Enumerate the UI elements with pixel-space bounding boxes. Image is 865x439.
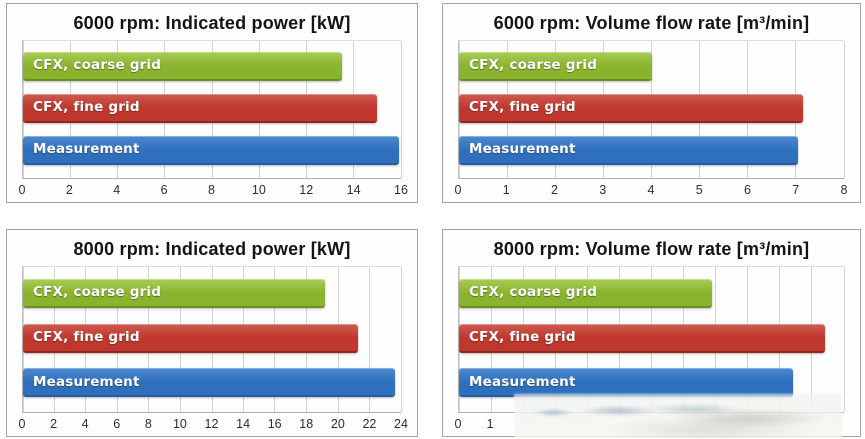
x-axis-tick-label: 4 — [81, 417, 89, 431]
plot-wrap: CFX, coarse grid CFX, fine grid Measuremen… — [18, 40, 408, 200]
bars-group: CFX, coarse grid CFX, fine grid Measuremen… — [23, 41, 401, 178]
x-axis-tick-label: 4 — [647, 183, 655, 197]
bar-coarse: CFX, coarse grid — [459, 51, 652, 81]
x-axis-tick-label: 8 — [840, 183, 848, 197]
x-axis-tick-label: 8 — [144, 417, 152, 431]
bar-fine: CFX, fine grid — [23, 93, 378, 123]
bar-label: Measurement — [469, 141, 576, 157]
x-axis-tick-label: 2 — [50, 417, 58, 431]
x-axis-tick-label: 1 — [486, 417, 494, 431]
plot-area: CFX, coarse grid CFX, fine grid Measuremen… — [458, 266, 845, 413]
chart-panel-indicated-power-8000: 8000 rpm: Indicated power [kW] CFX, coar… — [6, 229, 418, 437]
x-axis-tick-label: 24 — [394, 417, 408, 431]
x-axis-tick-label: 8 — [208, 183, 215, 197]
bar-row: CFX, coarse grid — [459, 271, 844, 316]
bar-row: CFX, coarse grid — [23, 271, 401, 316]
plot-wrap: CFX, coarse grid CFX, fine grid Measuremen… — [454, 266, 845, 438]
gridline — [400, 41, 402, 178]
x-axis-tick-label: 7 — [792, 183, 800, 197]
bar-label: CFX, fine grid — [33, 99, 140, 115]
plot-area: CFX, coarse grid CFX, fine grid Measuremen… — [458, 40, 845, 179]
x-axis-tick-label: 1 — [502, 183, 510, 197]
bar-label: CFX, coarse grid — [469, 284, 598, 301]
chart-title: 8000 rpm: Indicated power [kW] — [73, 239, 351, 259]
chart-title: 6000 rpm: Indicated power [kW] — [73, 13, 351, 33]
chart-title: 8000 rpm: Volume flow rate [m³/min] — [493, 239, 810, 259]
x-axis-tick-label: 6 — [113, 417, 121, 431]
bar-row: CFX, coarse grid — [459, 45, 844, 87]
x-axis-tick-label: 2 — [551, 183, 558, 197]
chart-panel-volume-flow-6000: 6000 rpm: Volume flow rate [m³/min] CFX,… — [442, 3, 861, 203]
x-axis-tick-label: 12 — [299, 183, 314, 197]
x-axis-tick-label: 4 — [113, 183, 121, 197]
bars-group: CFX, coarse grid CFX, fine grid Measuremen… — [23, 267, 401, 412]
x-axis-tick-label: 2 — [65, 183, 73, 197]
x-axis-tick-label: 18 — [299, 417, 314, 431]
bar-fine: CFX, fine grid — [459, 93, 804, 123]
x-axis-tick-label: 16 — [394, 183, 408, 197]
bar-row: Measurement — [459, 129, 844, 171]
x-axis-tick-label: 14 — [236, 417, 251, 431]
bar-label: CFX, fine grid — [469, 329, 576, 345]
bar-label: CFX, fine grid — [33, 329, 140, 345]
bar-label: Measurement — [33, 373, 140, 390]
bar-label: Measurement — [469, 373, 576, 390]
chart-title: 6000 rpm: Volume flow rate [m³/min] — [493, 13, 810, 33]
x-axis-tick-label: 14 — [346, 183, 361, 197]
x-axis-tick-label: 3 — [599, 183, 607, 197]
x-axis: 0 2 4 6 8 10 12 14 16 — [18, 179, 408, 200]
x-axis-tick-label: 10 — [172, 417, 187, 431]
bars-group: CFX, coarse grid CFX, fine grid Measuremen… — [459, 41, 844, 178]
bar-label: CFX, coarse grid — [33, 284, 162, 301]
bar-row: CFX, fine grid — [23, 316, 401, 361]
bar-measurement: Measurement — [23, 368, 395, 398]
bar-row: Measurement — [459, 360, 844, 405]
bar-coarse: CFX, coarse grid — [23, 278, 326, 308]
bar-coarse: CFX, coarse grid — [459, 278, 713, 308]
bar-row: CFX, coarse grid — [23, 45, 401, 87]
x-axis-tick-label: 10 — [251, 183, 266, 197]
x-axis-tick-label: 6 — [160, 183, 168, 197]
bar-coarse: CFX, coarse grid — [23, 51, 342, 81]
bar-measurement: Measurement — [459, 368, 793, 398]
bar-fine: CFX, fine grid — [23, 323, 359, 353]
x-axis-tick-label: 5 — [695, 183, 703, 197]
bar-fine: CFX, fine grid — [459, 323, 825, 353]
bar-row: CFX, fine grid — [23, 87, 401, 129]
bar-measurement: Measurement — [459, 135, 799, 165]
x-axis-tick-label: 0 — [18, 417, 26, 431]
bar-label: CFX, coarse grid — [469, 57, 598, 73]
gridline — [400, 267, 402, 412]
chart-panel-volume-flow-8000: 8000 rpm: Volume flow rate [m³/min] CFX,… — [442, 229, 861, 438]
gridline — [843, 267, 845, 412]
bar-row: Measurement — [23, 129, 401, 171]
bars-group: CFX, coarse grid CFX, fine grid Measuremen… — [459, 267, 844, 412]
x-axis-tick-label: 0 — [454, 417, 462, 431]
plot-area: CFX, coarse grid CFX, fine grid Measuremen… — [22, 266, 402, 413]
bar-row: CFX, fine grid — [459, 316, 844, 361]
bar-row: CFX, fine grid — [459, 87, 844, 129]
gridline — [369, 267, 370, 412]
x-axis: 0 2 4 6 8 10 12 14 16 18 20 22 24 — [18, 413, 408, 434]
x-axis-tick-label: 22 — [362, 417, 377, 431]
bar-measurement: Measurement — [23, 135, 399, 165]
gridline — [843, 41, 845, 178]
x-axis-tick-label: 12 — [204, 417, 219, 431]
plot-wrap: CFX, coarse grid CFX, fine grid Measuremen… — [454, 40, 848, 200]
plot-wrap: CFX, coarse grid CFX, fine grid Measuremen… — [18, 266, 408, 434]
x-axis-tick-label: 0 — [18, 183, 26, 197]
chart-panel-indicated-power-6000: 6000 rpm: Indicated power [kW] CFX, coar… — [6, 3, 418, 203]
x-axis-tick-label: 0 — [454, 183, 462, 197]
x-axis-tick-label: 20 — [330, 417, 345, 431]
bar-row: Measurement — [23, 360, 401, 405]
x-axis-tick-label: 16 — [267, 417, 282, 431]
x-axis: 0 1 2 3 4 5 6 7 8 — [454, 179, 848, 200]
bar-label: CFX, fine grid — [469, 99, 576, 115]
x-axis-tick-label: 6 — [744, 183, 751, 197]
plot-area: CFX, coarse grid CFX, fine grid Measuremen… — [22, 40, 402, 179]
bar-label: Measurement — [33, 141, 140, 157]
bar-label: CFX, coarse grid — [33, 57, 162, 73]
